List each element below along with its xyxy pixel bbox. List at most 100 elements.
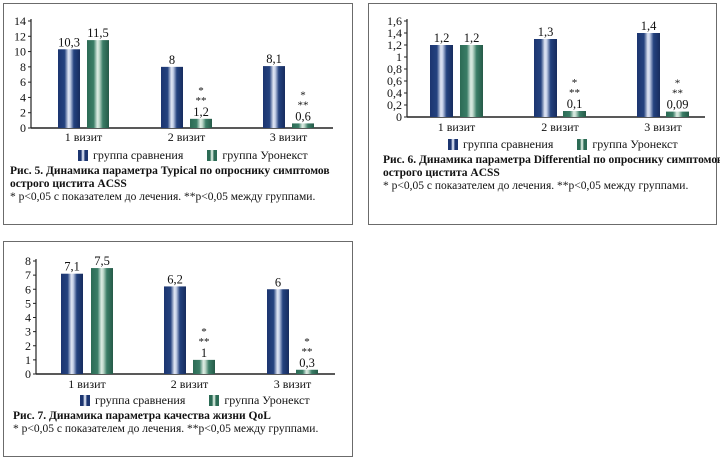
legend-label-uronext: группа Уронекст: [222, 148, 308, 162]
caption-footnote: * p<0,05 с показателем до лечения. **p<0…: [10, 191, 316, 203]
legend-label-comparison: группа сравнения: [463, 137, 554, 151]
legend-swatch-uronext: [209, 395, 220, 406]
bar-uronext: [563, 111, 586, 117]
x-category-label: 1 визит: [68, 377, 106, 391]
data-label: 0,09: [667, 98, 689, 112]
bar-comparison: [637, 33, 660, 117]
bar-uronext: [190, 118, 212, 128]
data-label: 1,2: [464, 31, 480, 45]
legend-label-comparison: группа сравнения: [93, 148, 184, 162]
legend-swatch-comparison: [78, 150, 88, 161]
data-label: 11,5: [87, 26, 108, 40]
data-label: 1,3: [538, 25, 554, 39]
y-tick-label: 1,2: [387, 38, 402, 52]
x-category-label: 1 визит: [438, 120, 476, 134]
y-tick-label: 8: [20, 60, 26, 74]
y-tick-label: 0,4: [387, 86, 402, 100]
data-label: 6,2: [167, 272, 183, 286]
legend-fig5: группа сравнения группа Уронекст: [78, 148, 308, 163]
y-tick-label: 3: [25, 325, 31, 339]
y-tick-label: 10: [14, 45, 26, 59]
significance-mark-double: **: [298, 99, 309, 111]
caption-title-line2: острого цистита ACSS: [383, 167, 500, 179]
x-category-label: 2 визит: [541, 120, 579, 134]
legend-fig6: группа сравнения группа Уронекст: [448, 137, 678, 152]
bar-uronext: [193, 359, 215, 374]
y-tick-label: 0: [396, 110, 402, 124]
caption-title: Рис. 6. Динамика параметра Differential …: [383, 154, 720, 166]
caption-title: Рис. 7. Динамика параметра качества жизн…: [13, 410, 271, 422]
caption-fig6: Рис. 6. Динамика параметра Differential …: [383, 154, 720, 193]
legend-label-comparison: группа сравнения: [95, 393, 186, 407]
data-label: 1,2: [193, 105, 209, 119]
data-label: 8: [169, 53, 175, 67]
y-tick-label: 12: [14, 29, 26, 43]
significance-mark-single: *: [675, 78, 681, 90]
bar-comparison: [61, 273, 83, 374]
y-tick-label: 0,2: [387, 98, 402, 112]
caption-title-line2: острого цистита ACSS: [10, 178, 127, 190]
y-tick-label: 4: [20, 90, 26, 104]
y-tick-label: 5: [25, 296, 31, 310]
significance-mark-single: *: [304, 336, 310, 348]
bar-uronext: [296, 369, 318, 374]
bar-uronext: [460, 45, 483, 117]
y-tick-label: 0,8: [387, 62, 402, 76]
significance-mark-double: **: [199, 336, 210, 348]
significance-mark-double: **: [569, 87, 580, 99]
data-label: 1: [201, 346, 207, 360]
x-category-label: 2 визит: [168, 130, 206, 144]
y-tick-label: 2: [25, 339, 31, 353]
y-tick-label: 6: [20, 75, 26, 89]
y-tick-label: 8: [25, 254, 31, 268]
data-label: 0,6: [295, 109, 311, 123]
y-tick-label: 1,6: [387, 14, 402, 28]
bar-uronext: [292, 123, 314, 128]
significance-mark-single: *: [572, 77, 578, 89]
bar-comparison: [534, 39, 557, 117]
data-label: 0,1: [567, 97, 583, 111]
x-category-label: 3 визит: [270, 130, 308, 144]
bar-comparison: [161, 66, 183, 128]
caption-footnote: * p<0,05 с показателем до лечения. **p<0…: [13, 423, 319, 435]
data-label: 7,1: [64, 260, 80, 274]
bar-comparison: [164, 286, 186, 374]
significance-mark-single: *: [300, 89, 306, 101]
data-label: 1,2: [434, 31, 450, 45]
data-label: 1,4: [641, 19, 657, 33]
y-tick-label: 6: [25, 282, 31, 296]
legend-swatch-uronext: [577, 139, 588, 150]
y-tick-label: 1,4: [387, 26, 402, 40]
data-label: 10,3: [58, 35, 80, 49]
x-category-label: 3 визит: [644, 120, 682, 134]
data-label: 8,1: [266, 52, 282, 66]
bar-uronext: [87, 40, 109, 128]
legend-fig7: группа сравнения группа Уронекст: [80, 393, 310, 408]
y-tick-label: 0,6: [387, 74, 402, 88]
y-tick-label: 14: [14, 14, 26, 28]
legend-swatch-uronext: [207, 150, 218, 161]
data-label: 6: [275, 275, 281, 289]
x-category-label: 1 визит: [65, 130, 103, 144]
bar-comparison: [267, 289, 289, 374]
bar-comparison: [430, 45, 453, 117]
significance-mark-double: **: [302, 346, 313, 358]
bar-comparison: [58, 49, 80, 128]
data-label: 7,5: [94, 254, 110, 268]
significance-mark-double: **: [196, 95, 207, 107]
caption-fig7: Рис. 7. Динамика параметра качества жизн…: [13, 410, 318, 436]
x-category-label: 3 визит: [274, 377, 312, 391]
y-tick-label: 2: [20, 106, 26, 120]
y-tick-label: 7: [25, 268, 31, 282]
significance-mark-single: *: [198, 85, 204, 97]
y-tick-label: 0: [25, 367, 31, 381]
bar-comparison: [263, 66, 285, 128]
legend-label-uronext: группа Уронекст: [224, 393, 310, 407]
significance-mark-single: *: [201, 326, 207, 338]
caption-fig5: Рис. 5. Динамика параметра Typical по оп…: [10, 165, 330, 204]
y-tick-label: 1: [25, 353, 31, 367]
x-category-label: 2 визит: [171, 377, 209, 391]
bar-uronext: [91, 268, 113, 374]
